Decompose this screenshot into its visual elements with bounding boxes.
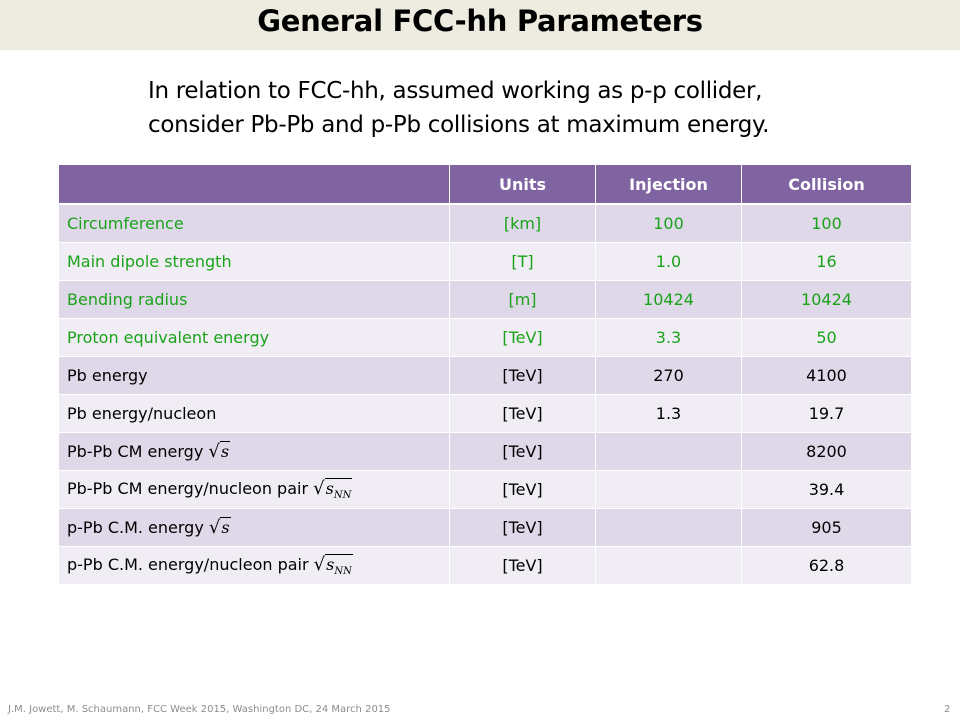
table-row: Bending radius [m] 10424 10424 — [58, 280, 912, 319]
header-units: Units — [449, 164, 596, 205]
cell-parameter: Bending radius — [58, 280, 450, 319]
sqrt-argument: s — [220, 517, 231, 537]
cell-parameter: Pb energy/nucleon — [58, 394, 450, 433]
table-row: p-Pb C.M. energy √s [TeV] 905 — [58, 508, 912, 547]
cell-collision: 19.7 — [741, 394, 912, 433]
cell-collision: 50 — [741, 318, 912, 357]
sqrt-argument: s — [219, 441, 231, 461]
slide-footer: J.M. Jowett, M. Schaumann, FCC Week 2015… — [8, 704, 391, 715]
page-number: 2 — [944, 704, 951, 715]
cell-collision: 62.8 — [741, 546, 912, 585]
parameters-table: Units Injection Collision Circumference … — [58, 164, 912, 585]
cell-injection — [595, 470, 742, 509]
cell-units: [T] — [449, 242, 596, 281]
parameter-label: p-Pb C.M. energy — [67, 518, 209, 537]
cell-collision: 905 — [741, 508, 912, 547]
cell-parameter: p-Pb C.M. energy √s — [58, 508, 450, 547]
subtitle-line-2: consider Pb-Pb and p-Pb collisions at ma… — [148, 112, 770, 138]
cell-injection: 3.3 — [595, 318, 742, 357]
cell-units: [TeV] — [449, 318, 596, 357]
header-collision: Collision — [741, 164, 912, 205]
cell-injection: 1.3 — [595, 394, 742, 433]
sqrt-formula: √sNN — [313, 553, 353, 578]
sqrt-argument: s — [326, 554, 335, 574]
cell-collision: 16 — [741, 242, 912, 281]
title-bar — [0, 0, 960, 50]
table-row: Pb-Pb CM energy/nucleon pair √sNN [TeV] … — [58, 470, 912, 509]
slide-subtitle: In relation to FCC-hh, assumed working a… — [148, 74, 908, 142]
sqrt-argument: s — [325, 478, 334, 498]
cell-collision: 10424 — [741, 280, 912, 319]
cell-parameter: Pb-Pb CM energy √s — [58, 432, 450, 471]
table-row: Circumference [km] 100 100 — [58, 203, 912, 243]
cell-injection: 1.0 — [595, 242, 742, 281]
parameter-label: Pb-Pb CM energy — [67, 442, 209, 461]
table-row: Pb energy [TeV] 270 4100 — [58, 356, 912, 395]
table-row: Proton equivalent energy [TeV] 3.3 50 — [58, 318, 912, 357]
cell-units: [TeV] — [449, 508, 596, 547]
cell-collision: 8200 — [741, 432, 912, 471]
cell-parameter: Circumference — [58, 203, 450, 243]
table-row: Pb-Pb CM energy √s [TeV] 8200 — [58, 432, 912, 471]
table-row: Main dipole strength [T] 1.0 16 — [58, 242, 912, 281]
header-parameter — [58, 164, 450, 205]
cell-injection — [595, 508, 742, 547]
parameter-label: p-Pb C.M. energy/nucleon pair — [67, 554, 314, 574]
table-header-row: Units Injection Collision — [58, 164, 912, 205]
cell-units: [TeV] — [449, 546, 596, 585]
cell-units: [TeV] — [449, 356, 596, 395]
cell-injection: 270 — [595, 356, 742, 395]
cell-parameter: Proton equivalent energy — [58, 318, 450, 357]
cell-collision: 39.4 — [741, 470, 912, 509]
header-injection: Injection — [595, 164, 742, 205]
cell-injection: 10424 — [595, 280, 742, 319]
cell-injection — [595, 432, 742, 471]
cell-parameter: Main dipole strength — [58, 242, 450, 281]
cell-collision: 4100 — [741, 356, 912, 395]
table-row: Pb energy/nucleon [TeV] 1.3 19.7 — [58, 394, 912, 433]
cell-parameter: Pb energy — [58, 356, 450, 395]
sqrt-formula: √s — [208, 517, 231, 538]
slide-title: General FCC-hh Parameters — [257, 4, 703, 38]
sqrt-formula: √sNN — [313, 477, 353, 502]
cell-collision: 100 — [741, 203, 912, 243]
sqrt-formula: √s — [208, 441, 231, 462]
cell-units: [m] — [449, 280, 596, 319]
table-row: p-Pb C.M. energy/nucleon pair √sNN [TeV]… — [58, 546, 912, 585]
cell-injection: 100 — [595, 203, 742, 243]
parameter-label: Pb-Pb CM energy/nucleon pair — [67, 478, 314, 498]
sqrt-subscript: NN — [333, 490, 352, 502]
cell-injection — [595, 546, 742, 585]
cell-parameter: p-Pb C.M. energy/nucleon pair √sNN — [58, 546, 450, 585]
cell-units: [km] — [449, 203, 596, 243]
cell-parameter: Pb-Pb CM energy/nucleon pair √sNN — [58, 470, 450, 509]
cell-units: [TeV] — [449, 432, 596, 471]
cell-units: [TeV] — [449, 394, 596, 433]
subtitle-line-1: In relation to FCC-hh, assumed working a… — [148, 78, 763, 104]
cell-units: [TeV] — [449, 470, 596, 509]
sqrt-subscript: NN — [334, 566, 352, 578]
